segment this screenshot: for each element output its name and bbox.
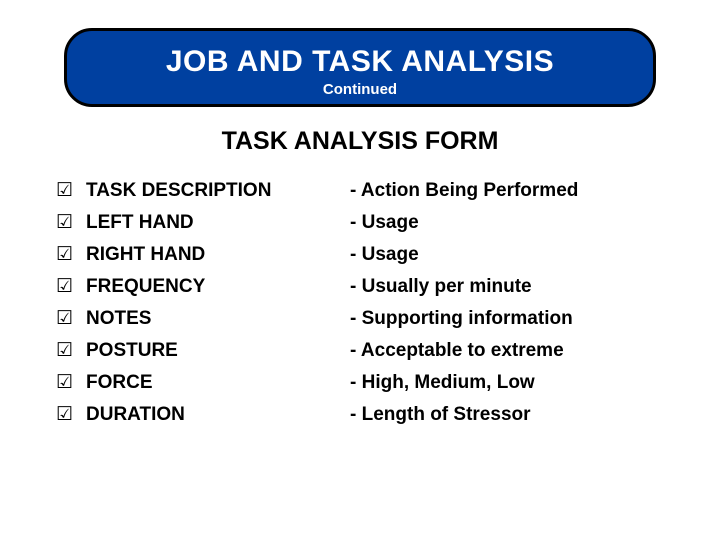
header-box: JOB AND TASK ANALYSIS Continued: [64, 28, 656, 107]
item-desc: - Action Being Performed: [350, 178, 578, 204]
checkbox-icon: ☑: [56, 178, 80, 204]
item-label: FORCE: [80, 370, 350, 396]
item-label: POSTURE: [80, 338, 350, 364]
item-label: RIGHT HAND: [80, 242, 350, 268]
header-subtitle: Continued: [87, 81, 633, 98]
list-item: ☑ TASK DESCRIPTION - Action Being Perfor…: [56, 178, 720, 204]
item-desc: - Supporting information: [350, 306, 573, 332]
checkbox-icon: ☑: [56, 210, 80, 236]
item-label: FREQUENCY: [80, 274, 350, 300]
item-label: LEFT HAND: [80, 210, 350, 236]
checkbox-icon: ☑: [56, 306, 80, 332]
item-label: DURATION: [80, 402, 350, 428]
item-desc: - High, Medium, Low: [350, 370, 535, 396]
item-desc: - Usage: [350, 210, 419, 236]
item-list: ☑ TASK DESCRIPTION - Action Being Perfor…: [0, 178, 720, 428]
list-item: ☑ FORCE - High, Medium, Low: [56, 370, 720, 396]
checkbox-icon: ☑: [56, 274, 80, 300]
item-label: NOTES: [80, 306, 350, 332]
checkbox-icon: ☑: [56, 402, 80, 428]
list-item: ☑ RIGHT HAND - Usage: [56, 242, 720, 268]
item-desc: - Usage: [350, 242, 419, 268]
item-label: TASK DESCRIPTION: [80, 178, 350, 204]
slide: JOB AND TASK ANALYSIS Continued TASK ANA…: [0, 0, 720, 540]
header-title: JOB AND TASK ANALYSIS: [87, 45, 633, 79]
item-desc: - Usually per minute: [350, 274, 532, 300]
item-desc: - Acceptable to extreme: [350, 338, 564, 364]
checkbox-icon: ☑: [56, 242, 80, 268]
list-item: ☑ NOTES - Supporting information: [56, 306, 720, 332]
list-item: ☑ DURATION - Length of Stressor: [56, 402, 720, 428]
list-item: ☑ POSTURE - Acceptable to extreme: [56, 338, 720, 364]
checkbox-icon: ☑: [56, 370, 80, 396]
list-item: ☑ FREQUENCY - Usually per minute: [56, 274, 720, 300]
checkbox-icon: ☑: [56, 338, 80, 364]
list-item: ☑ LEFT HAND - Usage: [56, 210, 720, 236]
section-title: TASK ANALYSIS FORM: [0, 127, 720, 156]
item-desc: - Length of Stressor: [350, 402, 531, 428]
